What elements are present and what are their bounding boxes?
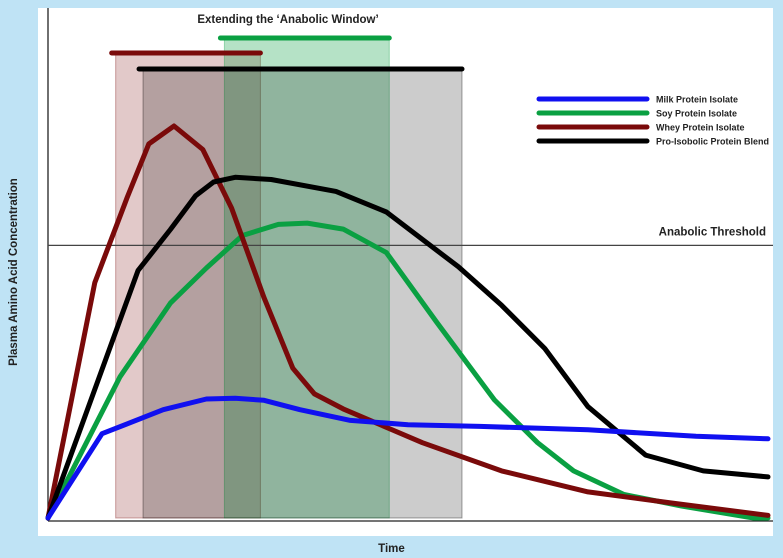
axes bbox=[47, 8, 773, 522]
series-lines bbox=[45, 123, 771, 521]
legend-label-whey-protein-isolate: Whey Protein Isolate bbox=[656, 123, 745, 133]
legend-label-soy-protein-isolate: Soy Protein Isolate bbox=[656, 109, 737, 119]
legend-label-pro-isobolic-protein-blend: Pro-Isobolic Protein Blend bbox=[656, 137, 769, 147]
series-line-whey-protein-isolate bbox=[45, 123, 771, 521]
plot-area bbox=[38, 8, 773, 536]
threshold-group: Anabolic Threshold bbox=[48, 226, 773, 246]
legend-label-milk-protein-isolate: Milk Protein Isolate bbox=[656, 95, 738, 105]
y-axis-label: Plasma Amino Acid Concentration bbox=[8, 178, 20, 366]
chart-title: Extending the ‘Anabolic Window’ bbox=[197, 14, 378, 26]
series-line-milk-protein-isolate bbox=[45, 395, 771, 521]
legend: Milk Protein Isolate Soy Protein Isolate W… bbox=[536, 95, 769, 147]
x-axis-label: Time bbox=[378, 543, 405, 555]
threshold-label: Anabolic Threshold bbox=[659, 226, 766, 238]
anabolic-window-bands bbox=[109, 35, 465, 519]
